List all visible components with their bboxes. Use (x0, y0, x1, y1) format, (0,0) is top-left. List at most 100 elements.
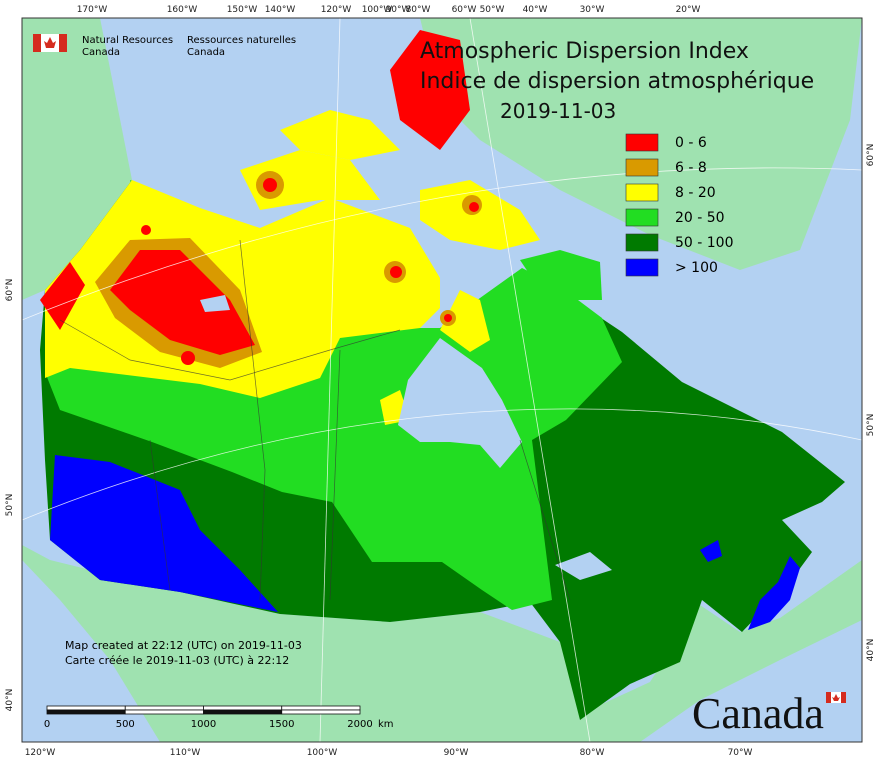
graticule-label-bottom: 70°W (728, 748, 753, 758)
zone-0-6-spot (390, 266, 402, 278)
graticule-line (319, 18, 341, 742)
graticule-label-top: 150°W (227, 5, 258, 15)
scale-label: 500 (116, 719, 135, 730)
graticule-label-top: 40°W (523, 5, 548, 15)
legend-label: 0 - 6 (675, 135, 707, 151)
wordmark: Canada (692, 689, 824, 738)
legend-label: 50 - 100 (675, 235, 734, 251)
flag-band (841, 692, 846, 703)
alaska (22, 18, 132, 300)
legend: 0 - 6 6 - 8 8 - 20 20 - 50 50 - 100 > 100 (625, 133, 734, 277)
legend-swatch (625, 233, 659, 252)
graticule-label-top: 90°W (386, 5, 411, 15)
scale-label: 0 (44, 719, 50, 730)
pacific-ocean (22, 560, 160, 742)
great-lakes (555, 552, 612, 580)
zone-0-6-spot (469, 202, 479, 212)
zone-20-50 (45, 268, 622, 610)
graticule-label-top: 80°W (406, 5, 431, 15)
graticule-label-top: 120°W (321, 5, 352, 15)
zone-0-6-spot (141, 225, 151, 235)
scale-segment (46, 709, 126, 715)
scale-label: 1500 (269, 719, 294, 730)
graticule-label-top: 140°W (265, 5, 296, 15)
graticule-line (22, 408, 862, 521)
province-border (329, 349, 341, 601)
graticule-label-top: 100°W (362, 5, 393, 15)
zone-8-20-islands-north (280, 110, 400, 160)
legend-swatch (625, 183, 659, 202)
flag-band (59, 34, 67, 52)
zone-8-20-baffin (420, 180, 540, 250)
note: Carte créée le 2019-11-03 (UTC) à 22:12 (65, 654, 289, 667)
graticule-label-right: 50°N (866, 414, 876, 437)
map-frame (21, 17, 863, 743)
hudson-bay (398, 338, 522, 468)
zone-0-6-spot (444, 314, 452, 322)
graticule-line (22, 167, 862, 321)
flag-band (33, 34, 41, 52)
graticule-label-top: 30°W (580, 5, 605, 15)
zone-over-100-ns (748, 556, 800, 630)
title-fr: Indice de dispersion atmosphérique (420, 69, 814, 94)
graticule-label-top: 50°W (480, 5, 505, 15)
note: Map created at 22:12 (UTC) on 2019-11-03 (65, 639, 302, 652)
graticule-label-bottom: 110°W (170, 748, 201, 758)
title: Atmospheric Dispersion Index (420, 39, 749, 64)
graticule-label-top: 20°W (676, 5, 701, 15)
scale-segment (281, 709, 361, 715)
scale-segment (281, 705, 361, 711)
graticule-label-bottom: 120°W (25, 748, 56, 758)
scale-segment (203, 705, 283, 711)
agency-en: Canada (82, 47, 120, 58)
zone-0-6-alaska (40, 262, 85, 330)
zone-0-6-spot (263, 178, 277, 192)
province-border (239, 239, 266, 601)
flag-band (826, 692, 831, 703)
graticule-label-top: 170°W (77, 5, 108, 15)
scale-label: 2000 (347, 719, 372, 730)
legend-swatch (625, 258, 659, 277)
graticule-label-left: 50°N (5, 494, 15, 517)
agency-fr: Ressources naturelles (187, 35, 296, 46)
graticule-label-right: 40°N (866, 639, 876, 662)
agency-en: Natural Resources (82, 35, 173, 46)
zone-0-6-spot (181, 351, 195, 365)
zone-20-50-labrador (520, 250, 602, 300)
scale-segment (124, 705, 204, 711)
legend-swatch (625, 208, 659, 227)
scale-segment (46, 705, 126, 711)
wordmark-flag (826, 692, 846, 703)
graticule-label-left: 60°N (5, 279, 15, 302)
zone-8-20-quebec (440, 290, 490, 352)
graticule-label-bottom: 80°W (580, 748, 605, 758)
legend-swatch (625, 158, 659, 177)
legend-label: > 100 (675, 260, 718, 276)
scale-segment (203, 709, 283, 715)
graticule-line (469, 18, 591, 742)
legend-swatch (625, 133, 659, 152)
zone-8-20-northwest (45, 180, 440, 398)
graticule-label-right: 60°N (866, 144, 876, 167)
legend-label: 8 - 20 (675, 185, 716, 201)
scale-segment (124, 709, 204, 715)
province-border (59, 319, 401, 381)
atlantic-ocean (640, 620, 862, 742)
great-slave-lake (200, 295, 230, 312)
zone-0-6-slave-lake (110, 250, 255, 355)
zone-over-100-pei (700, 540, 722, 562)
graticule-label-top: 160°W (167, 5, 198, 15)
agency-fr: Canada (187, 47, 225, 58)
graticule-label-top: 60°W (452, 5, 477, 15)
scale-bar: 0 500 1000 1500 2000 km (44, 705, 394, 730)
agency-signature: Natural Resources Canada Ressources natu… (33, 34, 296, 58)
legend-label: 6 - 8 (675, 160, 707, 176)
graticule-label-left: 40°N (5, 689, 15, 712)
province-border (519, 439, 571, 601)
zone-over-100-bc (50, 455, 278, 612)
date: 2019-11-03 (500, 99, 616, 123)
united-states (22, 545, 862, 742)
flag-leaf (44, 37, 56, 48)
legend-label: 20 - 50 (675, 210, 725, 226)
